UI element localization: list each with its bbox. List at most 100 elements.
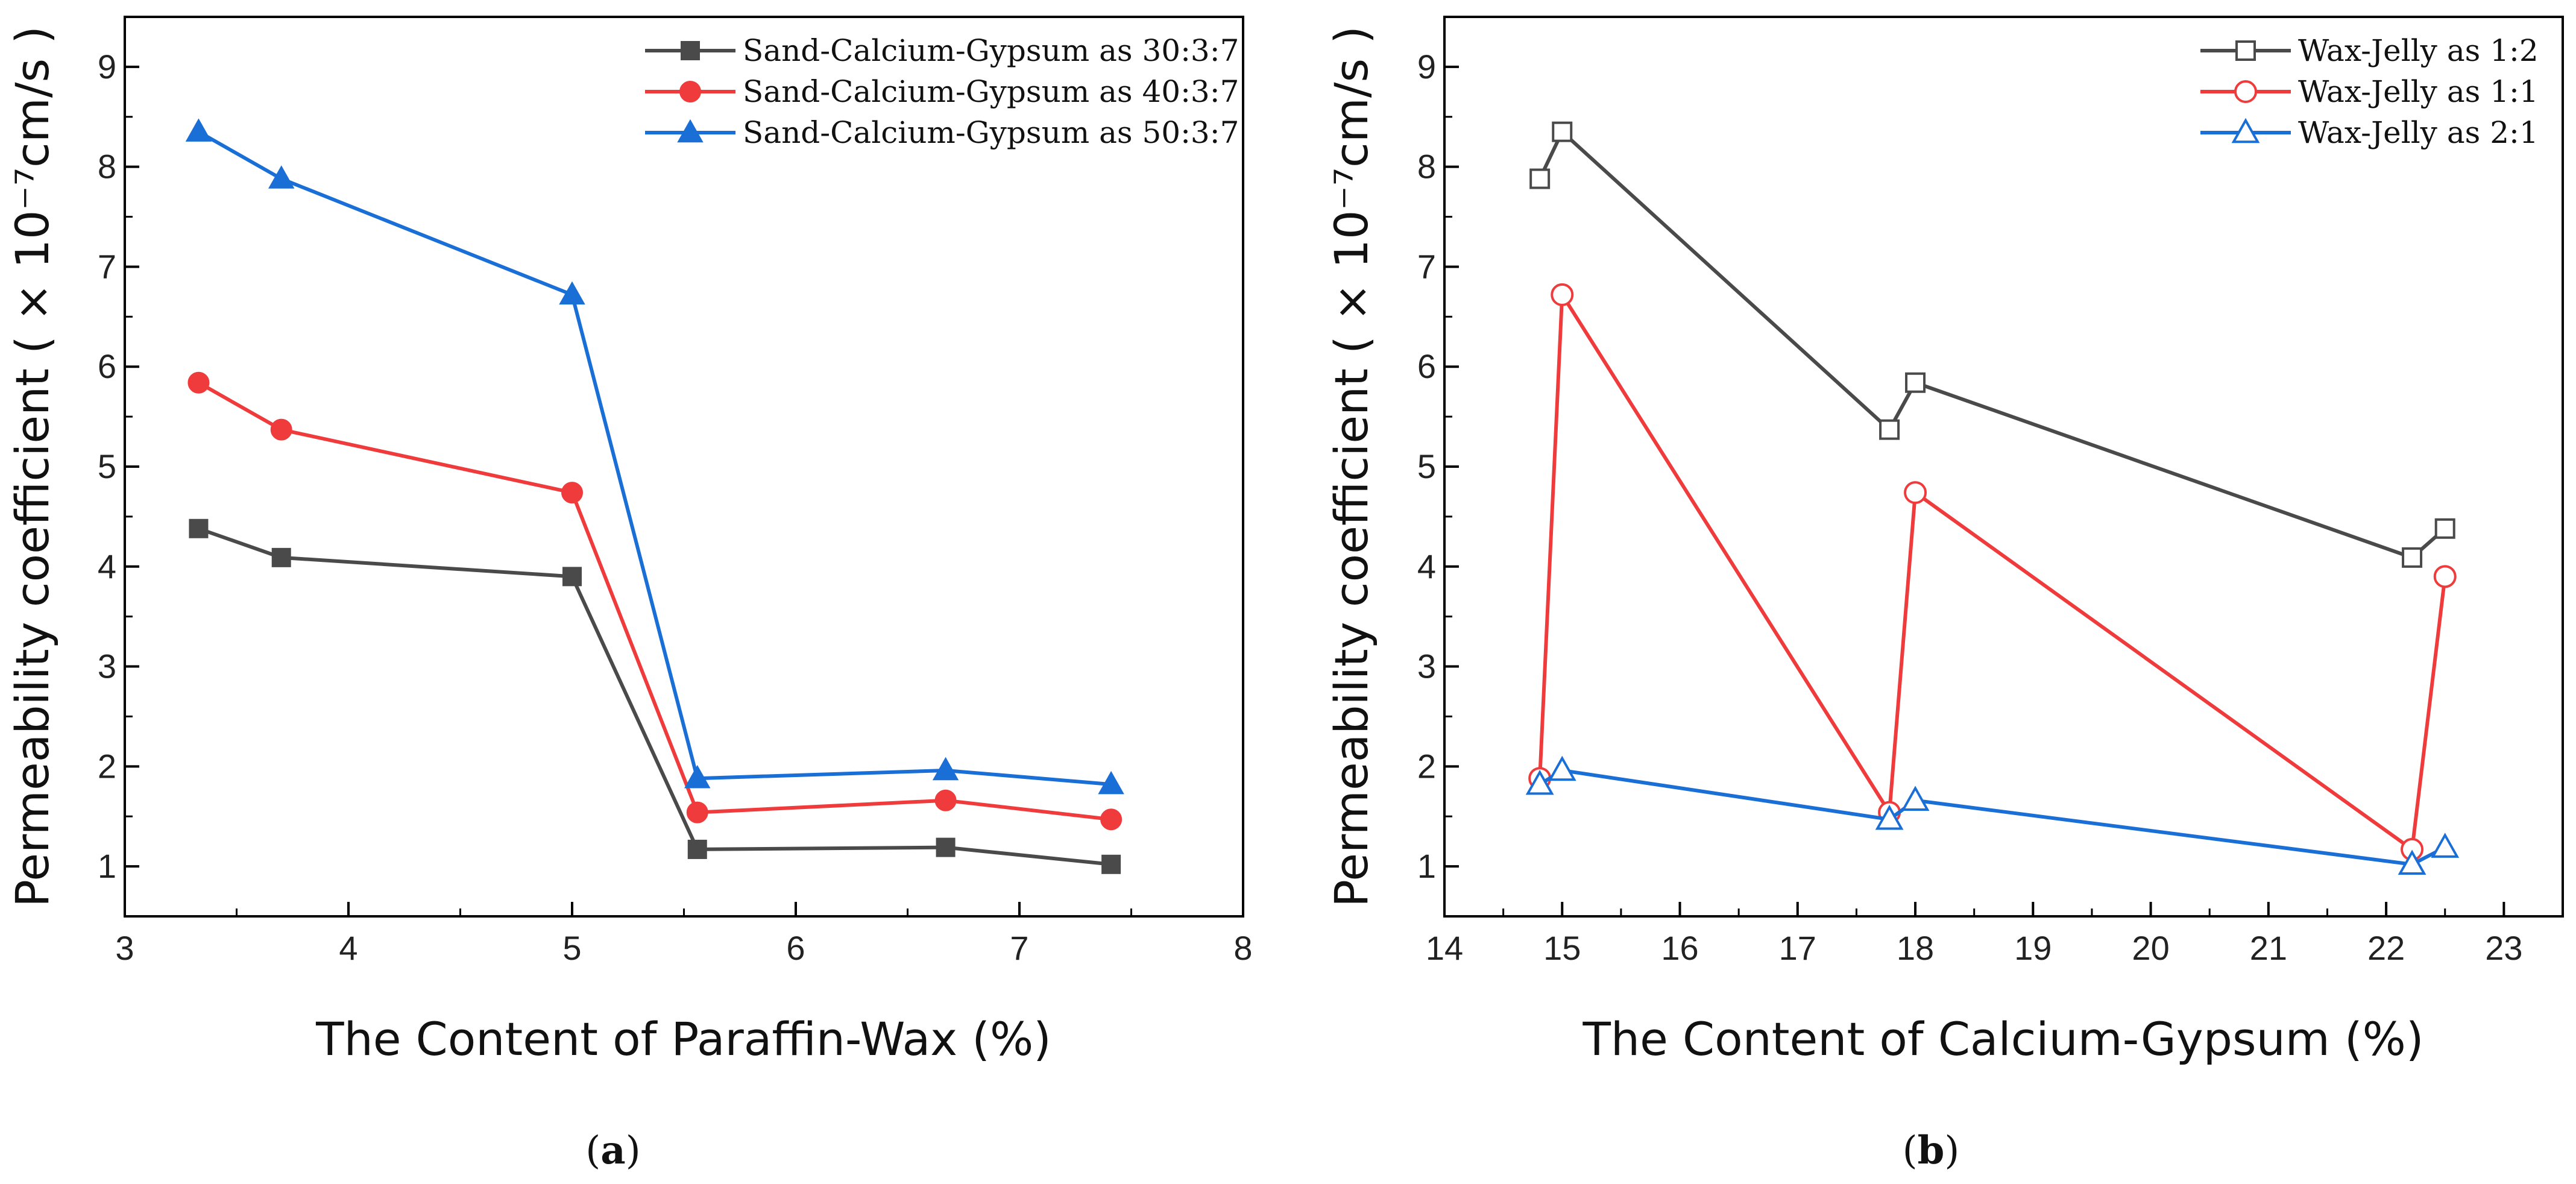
legend-label: Sand-Calcium-Gypsum as 50:3:7 xyxy=(743,115,1239,150)
data-point xyxy=(1100,808,1123,831)
data-point xyxy=(189,518,209,538)
y-axis-ticks-a: 1 2 3 4 5 6 7 8 9 xyxy=(98,48,139,885)
y-tick-label: 5 xyxy=(1417,447,1436,485)
x-tick-label: 8 xyxy=(1233,929,1252,967)
y-axis-title-b: Permeability coefficient ( × 10⁻⁷cm/s ) xyxy=(1324,26,1378,907)
x-tick-label: 19 xyxy=(2014,929,2052,967)
legend-a: Sand-Calcium-Gypsum as 30:3:7 Sand-Calciu… xyxy=(645,33,1239,150)
series-line xyxy=(1538,768,2446,866)
legend-marker xyxy=(677,119,704,143)
data-point xyxy=(271,547,291,567)
series-line xyxy=(1538,292,2447,851)
y-tick-label: 2 xyxy=(98,747,116,785)
x-tick-label: 7 xyxy=(1010,929,1028,967)
legend-label: Sand-Calcium-Gypsum as 40:3:7 xyxy=(743,74,1239,109)
series-a-3 xyxy=(185,118,1124,795)
x-tick-label: 4 xyxy=(339,929,357,967)
x-axis-title-a: The Content of Paraffin-Wax (%) xyxy=(315,1012,1051,1066)
data-point xyxy=(1879,419,1900,440)
data-point xyxy=(936,837,956,857)
legend-label: Wax-Jelly as 2:1 xyxy=(2298,115,2539,150)
panel-caption-b: (b) xyxy=(1903,1128,1960,1173)
y-tick-label: 2 xyxy=(1417,747,1436,785)
data-point xyxy=(1905,372,1926,393)
data-point xyxy=(1098,770,1124,795)
series-line xyxy=(1538,130,2446,559)
data-point xyxy=(1551,283,1574,306)
x-tick-label: 23 xyxy=(2485,929,2522,967)
legend-marker xyxy=(2234,80,2257,103)
series-b-3 xyxy=(1525,755,2460,875)
legend-marker xyxy=(679,81,701,102)
data-point xyxy=(2398,849,2426,875)
data-point xyxy=(2434,518,2455,539)
plot-frame-b xyxy=(1443,16,2564,918)
legend-label: Wax-Jelly as 1:1 xyxy=(2298,74,2539,109)
data-point xyxy=(562,567,582,587)
chart-panel-a: 1 2 3 4 5 6 7 8 9 3 4 5 6 7 8 Sand-Calcium-Gypsum as … xyxy=(5,16,1253,1173)
legend-b: Wax-Jelly as 1:2 Wax-Jelly as 1:1 Wax-Jell… xyxy=(2200,33,2539,150)
data-point xyxy=(1875,804,1904,830)
x-tick-label: 18 xyxy=(1897,929,1934,967)
y-tick-label: 9 xyxy=(98,48,116,86)
x-tick-label: 5 xyxy=(562,929,581,967)
y-tick-label: 1 xyxy=(98,847,116,885)
y-tick-label: 3 xyxy=(98,647,116,685)
data-point xyxy=(1901,786,1930,811)
legend-marker xyxy=(2235,40,2256,61)
legend-label: Wax-Jelly as 1:2 xyxy=(2298,33,2539,68)
data-point xyxy=(187,371,210,394)
caption-letter-b: b xyxy=(1918,1128,1945,1173)
series-line xyxy=(198,526,1112,866)
y-tick-label: 8 xyxy=(98,148,116,186)
x-tick-label: 17 xyxy=(1779,929,1816,967)
series-a-1 xyxy=(189,518,1121,874)
y-tick-label: 7 xyxy=(1417,247,1436,285)
legend-marker xyxy=(2231,118,2260,143)
y-tick-label: 6 xyxy=(98,347,116,385)
data-point xyxy=(270,418,292,441)
data-point xyxy=(1101,854,1121,874)
data-point xyxy=(559,281,585,305)
data-point xyxy=(934,789,957,811)
y-tick-label: 5 xyxy=(98,447,116,485)
y-tick-label: 8 xyxy=(1417,148,1436,186)
data-point xyxy=(1552,121,1573,142)
x-axis-title-b: The Content of Calcium-Gypsum (%) xyxy=(1582,1012,2424,1066)
data-point xyxy=(2402,547,2423,568)
series-line xyxy=(197,381,1112,822)
y-tick-label: 4 xyxy=(98,547,116,585)
data-point xyxy=(684,764,711,789)
data-point xyxy=(686,801,708,823)
series-group-b xyxy=(1525,121,2460,875)
y-tick-label: 6 xyxy=(1417,347,1436,385)
y-tick-label: 3 xyxy=(1417,647,1436,685)
data-point xyxy=(932,757,959,781)
legend-label: Sand-Calcium-Gypsum as 30:3:7 xyxy=(743,33,1239,68)
data-point xyxy=(561,482,583,504)
y-tick-label: 1 xyxy=(1417,847,1436,885)
y-axis-title-a: Permeability coefficient ( × 10⁻⁷cm/s ) xyxy=(5,26,59,907)
x-tick-label: 15 xyxy=(1543,929,1581,967)
x-axis-ticks-a: 3 4 5 6 7 8 xyxy=(115,902,1253,967)
x-tick-label: 22 xyxy=(2367,929,2405,967)
data-point xyxy=(1548,755,1576,781)
x-tick-label: 14 xyxy=(1426,929,1463,967)
legend-marker xyxy=(681,41,700,60)
series-group-a xyxy=(185,118,1124,874)
series-a-2 xyxy=(187,371,1123,831)
data-point xyxy=(185,118,212,142)
y-axis-ticks-b: 1 2 3 4 5 6 7 8 9 xyxy=(1417,48,1459,885)
data-point xyxy=(687,839,707,859)
caption-letter-a: a xyxy=(600,1128,625,1173)
y-tick-label: 7 xyxy=(98,247,116,285)
x-tick-label: 20 xyxy=(2132,929,2169,967)
series-line xyxy=(197,130,1112,787)
y-tick-label: 4 xyxy=(1417,547,1436,585)
data-point xyxy=(2431,833,2460,858)
caption-close-b: ) xyxy=(1944,1129,1959,1173)
x-tick-label: 21 xyxy=(2250,929,2287,967)
y-tick-label: 9 xyxy=(1417,48,1436,86)
series-b-2 xyxy=(1528,283,2457,861)
